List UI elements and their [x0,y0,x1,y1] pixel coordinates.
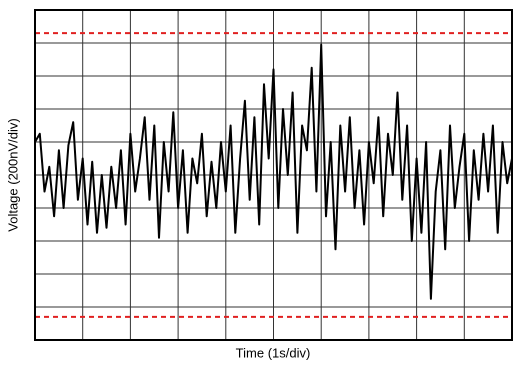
y-axis-label: Voltage (200nV/div) [5,118,20,231]
x-axis-label: Time (1s/div) [236,345,311,360]
plot-border [34,9,513,341]
data-line [34,43,513,300]
